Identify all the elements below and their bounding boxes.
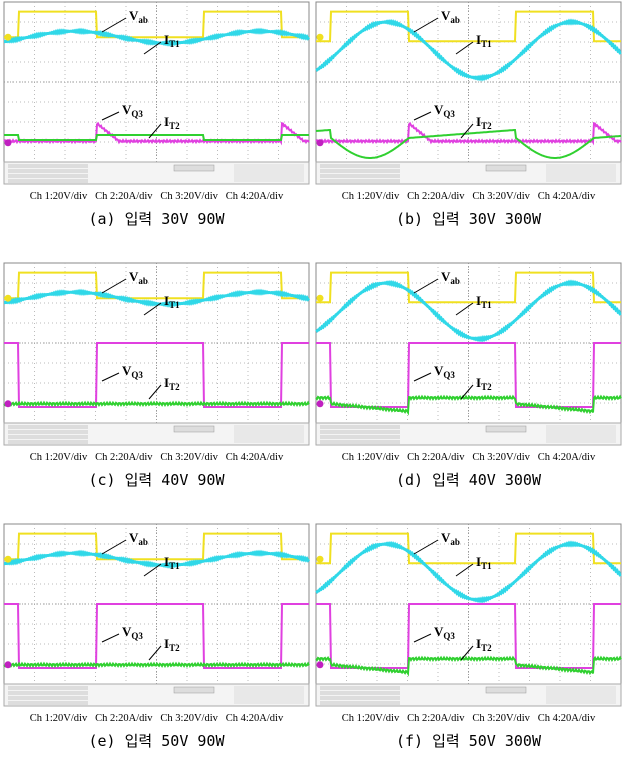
- status-cell: [8, 440, 88, 444]
- status-cell: [320, 686, 400, 690]
- annotation-sub: Q3: [131, 109, 143, 119]
- status-cell: [486, 426, 526, 432]
- channel-scale: Ch 1:20V/div Ch 2:20A/div Ch 3:20V/div C…: [342, 452, 596, 463]
- status-cell: [8, 179, 88, 183]
- channel-scale: Ch 1:20V/div Ch 2:20A/div Ch 3:20V/div C…: [30, 452, 284, 463]
- trace-it2: [4, 664, 309, 666]
- annotation-sub: T1: [169, 561, 180, 571]
- status-cell: [320, 169, 400, 173]
- annotation-sub: T2: [481, 382, 492, 392]
- status-cell: [320, 696, 400, 700]
- annotation-sub: ab: [450, 276, 460, 286]
- status-cell: [234, 164, 304, 182]
- annotation-sub: ab: [138, 15, 148, 25]
- annotation-sub: Q3: [131, 631, 143, 641]
- channel-scale: Ch 1:20V/div Ch 2:20A/div Ch 3:20V/div C…: [30, 713, 284, 724]
- annotation-sub: T2: [169, 382, 180, 392]
- status-cell: [8, 425, 88, 429]
- status-cell: [8, 686, 88, 690]
- channel-scale: Ch 1:20V/div Ch 2:20A/div Ch 3:20V/div C…: [30, 191, 284, 202]
- caption: (d) 입력 40V 300W: [396, 471, 542, 489]
- status-cell: [546, 164, 616, 182]
- status-cell: [320, 440, 400, 444]
- annotation-sub: T2: [169, 121, 180, 131]
- status-cell: [486, 165, 526, 171]
- caption: (e) 입력 50V 90W: [89, 732, 226, 750]
- ch-marker: [317, 34, 324, 41]
- status-cell: [8, 174, 88, 178]
- panel: VabIT1VQ3IT2Ch 1:20V/div Ch 2:20A/div Ch…: [4, 524, 309, 750]
- status-cell: [486, 687, 526, 693]
- caption: (f) 입력 50V 300W: [396, 732, 542, 750]
- ch-marker: [5, 295, 12, 302]
- ch-marker: [317, 295, 324, 302]
- status-cell: [546, 425, 616, 443]
- trace-it2: [4, 403, 309, 405]
- panel: VabIT1VQ3IT2Ch 1:20V/div Ch 2:20A/div Ch…: [316, 263, 621, 489]
- status-cell: [320, 164, 400, 168]
- annotation-sub: Q3: [443, 109, 455, 119]
- annotation-sub: T1: [481, 39, 492, 49]
- ch-marker: [317, 661, 324, 668]
- status-cell: [320, 430, 400, 434]
- status-cell: [234, 425, 304, 443]
- status-cell: [8, 701, 88, 705]
- status-cell: [8, 164, 88, 168]
- annotation-sub: ab: [138, 276, 148, 286]
- caption: (a) 입력 30V 90W: [89, 210, 226, 228]
- annotation-sub: T1: [169, 300, 180, 310]
- ch-marker: [5, 661, 12, 668]
- status-cell: [174, 687, 214, 693]
- status-cell: [174, 426, 214, 432]
- annotation-sub: T2: [481, 643, 492, 653]
- ch-marker: [317, 556, 324, 563]
- ch-marker: [5, 139, 12, 146]
- annotation-sub: ab: [450, 15, 460, 25]
- channel-scale: Ch 1:20V/div Ch 2:20A/div Ch 3:20V/div C…: [342, 191, 596, 202]
- panel: VabIT1VQ3IT2Ch 1:20V/div Ch 2:20A/div Ch…: [4, 263, 309, 489]
- annotation-sub: T2: [169, 643, 180, 653]
- annotation-sub: Q3: [131, 370, 143, 380]
- status-cell: [320, 691, 400, 695]
- status-cell: [320, 701, 400, 705]
- status-cell: [174, 165, 214, 171]
- panel: VabIT1VQ3IT2Ch 1:20V/div Ch 2:20A/div Ch…: [316, 524, 621, 750]
- status-cell: [320, 179, 400, 183]
- status-cell: [320, 435, 400, 439]
- annotation-sub: T1: [481, 561, 492, 571]
- panel: VabIT1VQ3IT2Ch 1:20V/div Ch 2:20A/div Ch…: [4, 2, 309, 228]
- ch-marker: [5, 34, 12, 41]
- annotation-sub: ab: [450, 537, 460, 547]
- annotation-sub: T1: [169, 39, 180, 49]
- ch-marker: [317, 400, 324, 407]
- figure: VabIT1VQ3IT2Ch 1:20V/div Ch 2:20A/div Ch…: [0, 0, 625, 784]
- ch-marker: [5, 400, 12, 407]
- annotation-sub: Q3: [443, 370, 455, 380]
- channel-scale: Ch 1:20V/div Ch 2:20A/div Ch 3:20V/div C…: [342, 713, 596, 724]
- status-cell: [320, 174, 400, 178]
- status-cell: [8, 169, 88, 173]
- annotation-sub: ab: [138, 537, 148, 547]
- caption: (c) 입력 40V 90W: [89, 471, 226, 489]
- status-cell: [8, 430, 88, 434]
- status-cell: [8, 691, 88, 695]
- annotation-sub: T2: [481, 121, 492, 131]
- caption: (b) 입력 30V 300W: [396, 210, 542, 228]
- status-cell: [8, 696, 88, 700]
- annotation-sub: T1: [481, 300, 492, 310]
- ch-marker: [5, 556, 12, 563]
- status-cell: [546, 686, 616, 704]
- status-cell: [320, 425, 400, 429]
- ch-marker: [317, 139, 324, 146]
- annotation-sub: Q3: [443, 631, 455, 641]
- status-cell: [234, 686, 304, 704]
- status-cell: [8, 435, 88, 439]
